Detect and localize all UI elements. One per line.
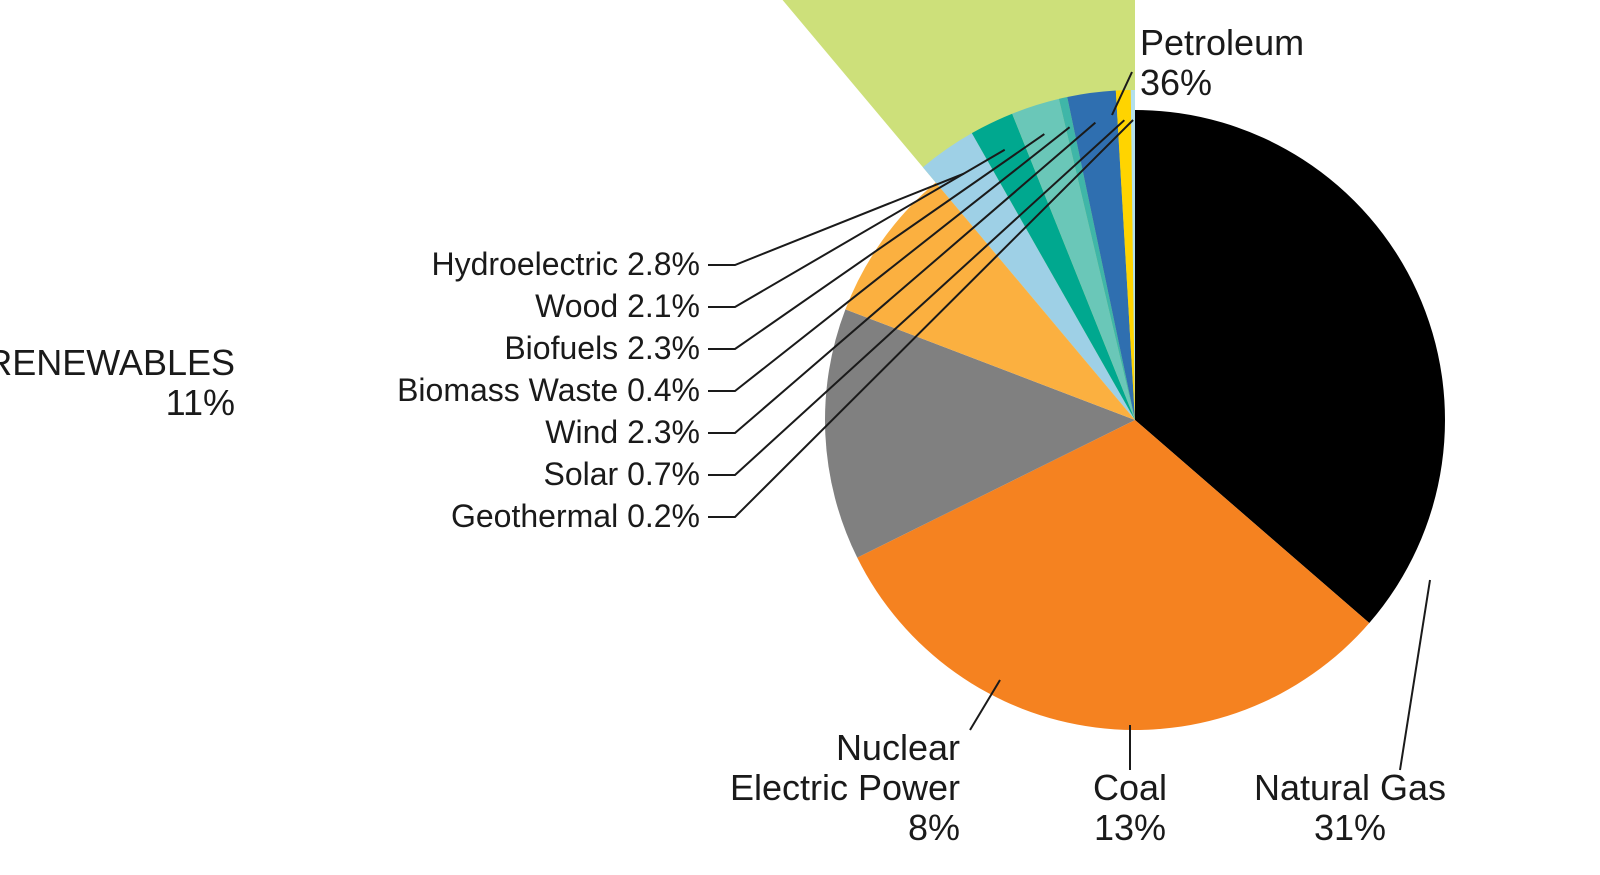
label-sub-geothermal: Geothermal 0.2% [451,498,700,534]
leader-natural_gas [1400,580,1430,770]
label-sub-hydroelectric: Hydroelectric 2.8% [431,246,700,282]
energy-pie-chart: Petroleum36% Natural Gas31% Coal13% Nuclear… [0,0,1600,875]
label-natural_gas: Natural Gas31% [1254,767,1446,848]
label-sub-biofuels: Biofuels 2.3% [504,330,700,366]
label-sub-solar: Solar 0.7% [543,456,700,492]
label-nuclear: NuclearElectric Power8% [730,727,960,848]
label-petroleum: Petroleum36% [1140,22,1304,103]
main-pie [825,110,1445,730]
label-coal: Coal13% [1093,767,1167,848]
label-sub-wind: Wind 2.3% [545,414,700,450]
label-renewables: RENEWABLES11% [0,342,235,423]
label-sub-wood: Wood 2.1% [535,288,700,324]
label-sub-biomass-waste: Biomass Waste 0.4% [397,372,700,408]
